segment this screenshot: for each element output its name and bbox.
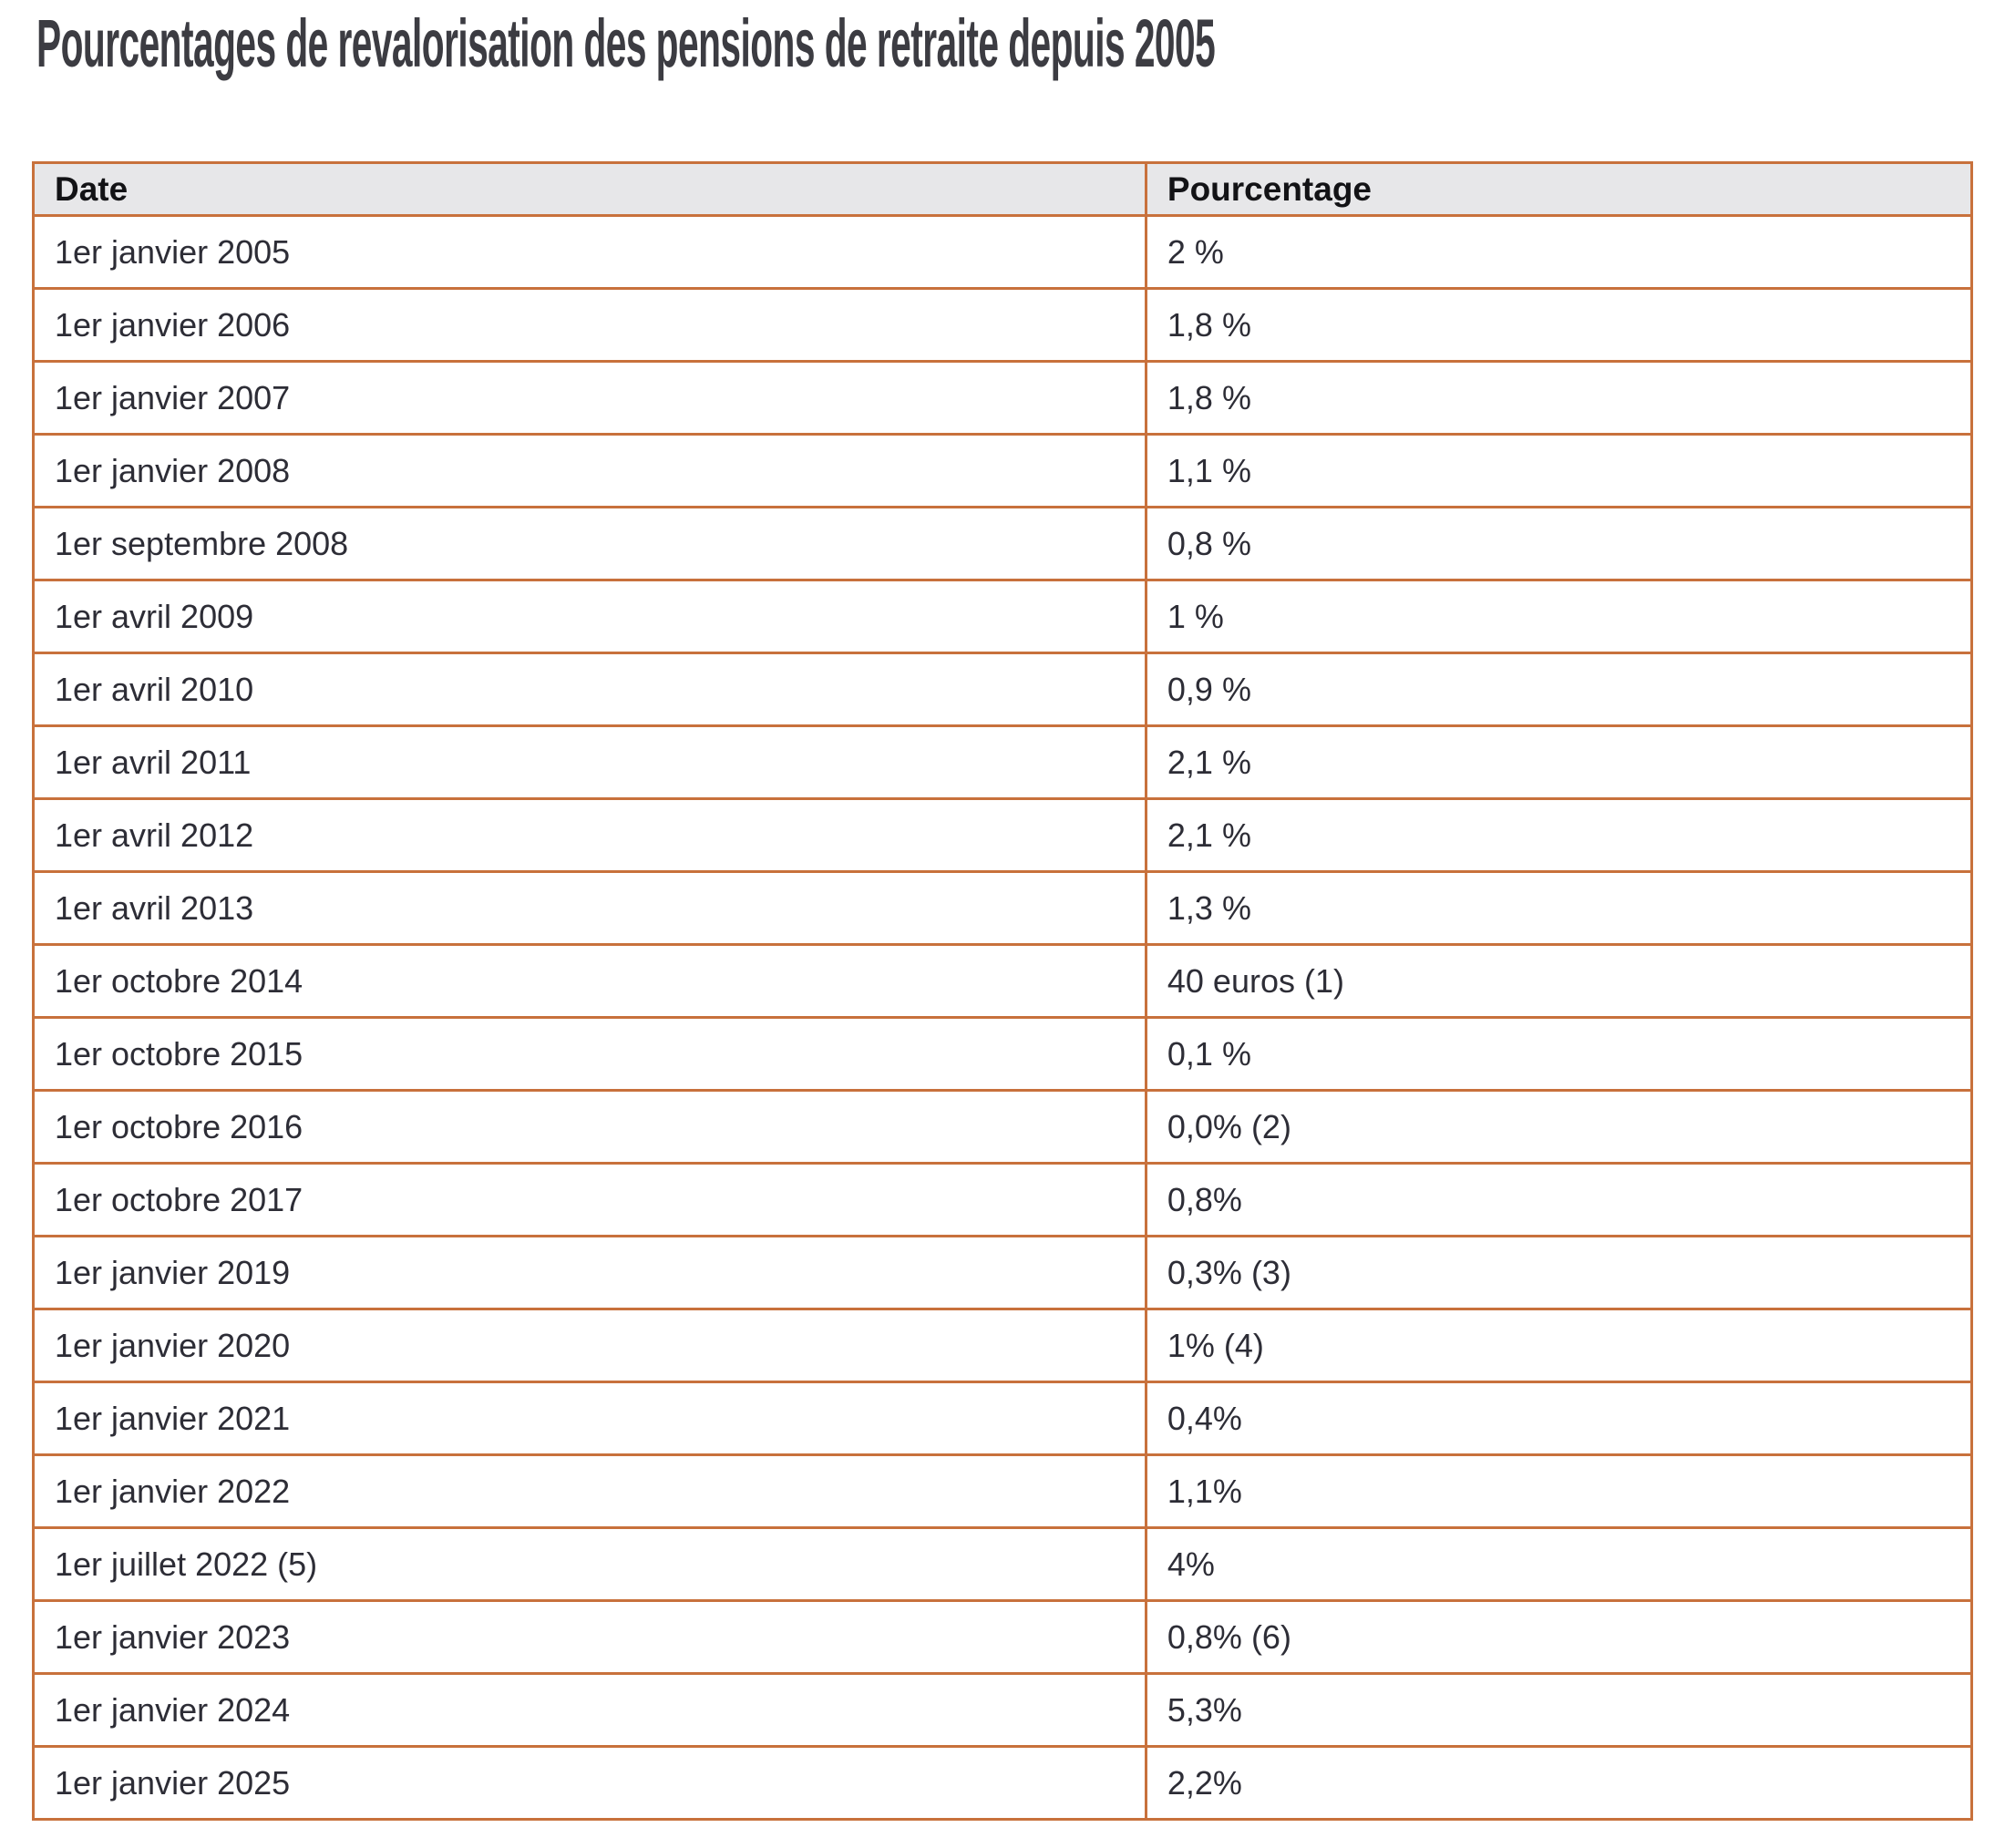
date-cell: 1er octobre 2016	[32, 1089, 1147, 1165]
table-body: 1er janvier 2005 2 % 1er janvier 2006 1,8 %…	[32, 214, 1974, 1821]
date-cell: 1er juillet 2022 (5)	[32, 1526, 1147, 1602]
table-row: 1er janvier 2006 1,8 %	[32, 287, 1974, 363]
percentage-cell: 1,3 %	[1144, 870, 1974, 946]
table-row: 1er janvier 2025 2,2%	[32, 1745, 1974, 1821]
percentage-cell: 1,1%	[1144, 1453, 1974, 1529]
date-cell: 1er janvier 2005	[32, 214, 1147, 290]
percentage-cell: 0,8%	[1144, 1162, 1974, 1237]
percentage-cell: 0,8% (6)	[1144, 1599, 1974, 1675]
percentage-cell: 0,4%	[1144, 1381, 1974, 1456]
date-cell: 1er septembre 2008	[32, 506, 1147, 581]
date-cell: 1er janvier 2021	[32, 1381, 1147, 1456]
table-row: 1er janvier 2023 0,8% (6)	[32, 1599, 1974, 1675]
header-pourcentage: Pourcentage	[1144, 161, 1974, 217]
date-cell: 1er janvier 2025	[32, 1745, 1147, 1821]
header-date: Date	[32, 161, 1147, 217]
percentage-cell: 4%	[1144, 1526, 1974, 1602]
date-cell: 1er avril 2013	[32, 870, 1147, 946]
percentage-cell: 0,3% (3)	[1144, 1235, 1974, 1310]
date-cell: 1er octobre 2017	[32, 1162, 1147, 1237]
date-cell: 1er janvier 2022	[32, 1453, 1147, 1529]
date-cell: 1er janvier 2008	[32, 433, 1147, 508]
percentage-cell: 1 %	[1144, 579, 1974, 654]
date-cell: 1er avril 2011	[32, 724, 1147, 800]
percentage-cell: 5,3%	[1144, 1672, 1974, 1748]
date-cell: 1er avril 2009	[32, 579, 1147, 654]
date-cell: 1er octobre 2015	[32, 1016, 1147, 1092]
table-row: 1er avril 2009 1 %	[32, 579, 1974, 654]
table-row: 1er janvier 2005 2 %	[32, 214, 1974, 290]
percentage-cell: 1,8 %	[1144, 360, 1974, 436]
percentage-cell: 0,8 %	[1144, 506, 1974, 581]
table-row: 1er janvier 2022 1,1%	[32, 1453, 1974, 1529]
percentage-cell: 2 %	[1144, 214, 1974, 290]
date-cell: 1er janvier 2007	[32, 360, 1147, 436]
table-row: 1er janvier 2024 5,3%	[32, 1672, 1974, 1748]
table-row: 1er janvier 2008 1,1 %	[32, 433, 1974, 508]
table-row: 1er janvier 2019 0,3% (3)	[32, 1235, 1974, 1310]
percentage-cell: 2,2%	[1144, 1745, 1974, 1821]
pension-table-container: Date Pourcentage 1er janvier 2005 2 % 1er …	[32, 161, 1974, 1821]
table-row: 1er avril 2012 2,1 %	[32, 797, 1974, 873]
table-row: 1er octobre 2015 0,1 %	[32, 1016, 1974, 1092]
page-title: Pourcentages de revalorisation des pensi…	[36, 5, 1216, 81]
table-row: 1er janvier 2007 1,8 %	[32, 360, 1974, 436]
table-row: 1er juillet 2022 (5) 4%	[32, 1526, 1974, 1602]
date-cell: 1er janvier 2006	[32, 287, 1147, 363]
table-row: 1er avril 2013 1,3 %	[32, 870, 1974, 946]
percentage-cell: 0,9 %	[1144, 652, 1974, 727]
table-row: 1er octobre 2016 0,0% (2)	[32, 1089, 1974, 1165]
header-row: Date Pourcentage	[32, 161, 1974, 217]
percentage-cell: 0,0% (2)	[1144, 1089, 1974, 1165]
date-cell: 1er avril 2012	[32, 797, 1147, 873]
date-cell: 1er avril 2010	[32, 652, 1147, 727]
table-row: 1er octobre 2017 0,8%	[32, 1162, 1974, 1237]
table-row: 1er avril 2011 2,1 %	[32, 724, 1974, 800]
date-cell: 1er octobre 2014	[32, 943, 1147, 1019]
table-row: 1er octobre 2014 40 euros (1)	[32, 943, 1974, 1019]
date-cell: 1er janvier 2023	[32, 1599, 1147, 1675]
percentage-cell: 2,1 %	[1144, 724, 1974, 800]
table-row: 1er janvier 2021 0,4%	[32, 1381, 1974, 1456]
percentage-cell: 40 euros (1)	[1144, 943, 1974, 1019]
percentage-cell: 1,1 %	[1144, 433, 1974, 508]
percentage-cell: 1,8 %	[1144, 287, 1974, 363]
percentage-cell: 0,1 %	[1144, 1016, 1974, 1092]
table-header: Date Pourcentage	[32, 161, 1974, 217]
table-row: 1er janvier 2020 1% (4)	[32, 1308, 1974, 1383]
pension-table: Date Pourcentage 1er janvier 2005 2 % 1er …	[32, 161, 1974, 1821]
date-cell: 1er janvier 2019	[32, 1235, 1147, 1310]
percentage-cell: 2,1 %	[1144, 797, 1974, 873]
date-cell: 1er janvier 2020	[32, 1308, 1147, 1383]
table-row: 1er septembre 2008 0,8 %	[32, 506, 1974, 581]
table-row: 1er avril 2010 0,9 %	[32, 652, 1974, 727]
percentage-cell: 1% (4)	[1144, 1308, 1974, 1383]
date-cell: 1er janvier 2024	[32, 1672, 1147, 1748]
